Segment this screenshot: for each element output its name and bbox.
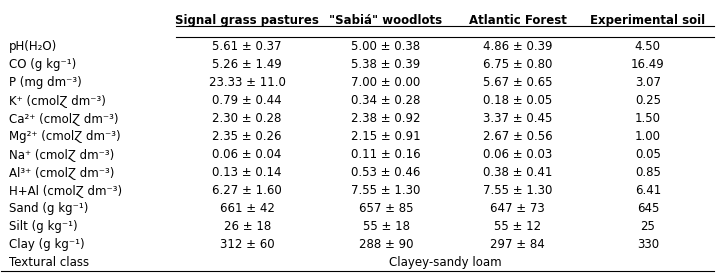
Text: H+Al (cmolⱿ dm⁻³): H+Al (cmolⱿ dm⁻³): [9, 184, 122, 197]
Text: 0.06 ± 0.03: 0.06 ± 0.03: [483, 148, 552, 161]
Text: 657 ± 85: 657 ± 85: [359, 202, 413, 215]
Text: 5.00 ± 0.38: 5.00 ± 0.38: [352, 40, 420, 53]
Text: 7.55 ± 1.30: 7.55 ± 1.30: [351, 184, 421, 197]
Text: Silt (g kg⁻¹): Silt (g kg⁻¹): [9, 220, 77, 233]
Text: 0.13 ± 0.14: 0.13 ± 0.14: [213, 166, 282, 179]
Text: 7.55 ± 1.30: 7.55 ± 1.30: [483, 184, 552, 197]
Text: 2.38 ± 0.92: 2.38 ± 0.92: [351, 112, 421, 125]
Text: 297 ± 84: 297 ± 84: [490, 238, 545, 250]
Text: 661 ± 42: 661 ± 42: [220, 202, 275, 215]
Text: 1.50: 1.50: [635, 112, 661, 125]
Text: 2.67 ± 0.56: 2.67 ± 0.56: [483, 130, 553, 143]
Text: 7.00 ± 0.00: 7.00 ± 0.00: [351, 76, 420, 89]
Text: 312 ± 60: 312 ± 60: [220, 238, 275, 250]
Text: 0.05: 0.05: [635, 148, 660, 161]
Text: P (mg dm⁻³): P (mg dm⁻³): [9, 76, 81, 89]
Text: 0.85: 0.85: [635, 166, 660, 179]
Text: 5.26 ± 1.49: 5.26 ± 1.49: [212, 58, 282, 71]
Text: 5.61 ± 0.37: 5.61 ± 0.37: [213, 40, 282, 53]
Text: 55 ± 12: 55 ± 12: [495, 220, 541, 233]
Text: 55 ± 18: 55 ± 18: [363, 220, 410, 233]
Text: 0.06 ± 0.04: 0.06 ± 0.04: [213, 148, 282, 161]
Text: 645: 645: [637, 202, 659, 215]
Text: Atlantic Forest: Atlantic Forest: [469, 14, 567, 27]
Text: 0.18 ± 0.05: 0.18 ± 0.05: [483, 94, 552, 107]
Text: 4.86 ± 0.39: 4.86 ± 0.39: [483, 40, 552, 53]
Text: 16.49: 16.49: [631, 58, 665, 71]
Text: K⁺ (cmolⱿ dm⁻³): K⁺ (cmolⱿ dm⁻³): [9, 94, 105, 107]
Text: Al³⁺ (cmolⱿ dm⁻³): Al³⁺ (cmolⱿ dm⁻³): [9, 166, 114, 179]
Text: 6.41: 6.41: [634, 184, 661, 197]
Text: 647 ± 73: 647 ± 73: [490, 202, 545, 215]
Text: 6.27 ± 1.60: 6.27 ± 1.60: [212, 184, 282, 197]
Text: 3.37 ± 0.45: 3.37 ± 0.45: [483, 112, 552, 125]
Text: Clay (g kg⁻¹): Clay (g kg⁻¹): [9, 238, 84, 250]
Text: 0.34 ± 0.28: 0.34 ± 0.28: [351, 94, 421, 107]
Text: Textural class: Textural class: [9, 255, 89, 269]
Text: 5.38 ± 0.39: 5.38 ± 0.39: [351, 58, 420, 71]
Text: Clayey-sandy loam: Clayey-sandy loam: [389, 255, 501, 269]
Text: Signal grass pastures: Signal grass pastures: [175, 14, 319, 27]
Text: 288 ± 90: 288 ± 90: [359, 238, 413, 250]
Text: 330: 330: [637, 238, 659, 250]
Text: 1.00: 1.00: [635, 130, 661, 143]
Text: Sand (g kg⁻¹): Sand (g kg⁻¹): [9, 202, 88, 215]
Text: 26 ± 18: 26 ± 18: [224, 220, 271, 233]
Text: 0.38 ± 0.41: 0.38 ± 0.41: [483, 166, 552, 179]
Text: 0.25: 0.25: [635, 94, 661, 107]
Text: pH(H₂O): pH(H₂O): [9, 40, 57, 53]
Text: 25: 25: [640, 220, 655, 233]
Text: 2.15 ± 0.91: 2.15 ± 0.91: [351, 130, 421, 143]
Text: 2.30 ± 0.28: 2.30 ± 0.28: [213, 112, 282, 125]
Text: 3.07: 3.07: [635, 76, 661, 89]
Text: Na⁺ (cmolⱿ dm⁻³): Na⁺ (cmolⱿ dm⁻³): [9, 148, 114, 161]
Text: 0.53 ± 0.46: 0.53 ± 0.46: [351, 166, 421, 179]
Text: 4.50: 4.50: [635, 40, 661, 53]
Text: Mg²⁺ (cmolⱿ dm⁻³): Mg²⁺ (cmolⱿ dm⁻³): [9, 130, 120, 143]
Text: 0.11 ± 0.16: 0.11 ± 0.16: [351, 148, 421, 161]
Text: "Sabiá" woodlots: "Sabiá" woodlots: [329, 14, 443, 27]
Text: Ca²⁺ (cmolⱿ dm⁻³): Ca²⁺ (cmolⱿ dm⁻³): [9, 112, 118, 125]
Text: Experimental soil: Experimental soil: [590, 14, 705, 27]
Text: 6.75 ± 0.80: 6.75 ± 0.80: [483, 58, 552, 71]
Text: 23.33 ± 11.0: 23.33 ± 11.0: [208, 76, 286, 89]
Text: CO (g kg⁻¹): CO (g kg⁻¹): [9, 58, 76, 71]
Text: 5.67 ± 0.65: 5.67 ± 0.65: [483, 76, 552, 89]
Text: 2.35 ± 0.26: 2.35 ± 0.26: [213, 130, 282, 143]
Text: 0.79 ± 0.44: 0.79 ± 0.44: [213, 94, 282, 107]
